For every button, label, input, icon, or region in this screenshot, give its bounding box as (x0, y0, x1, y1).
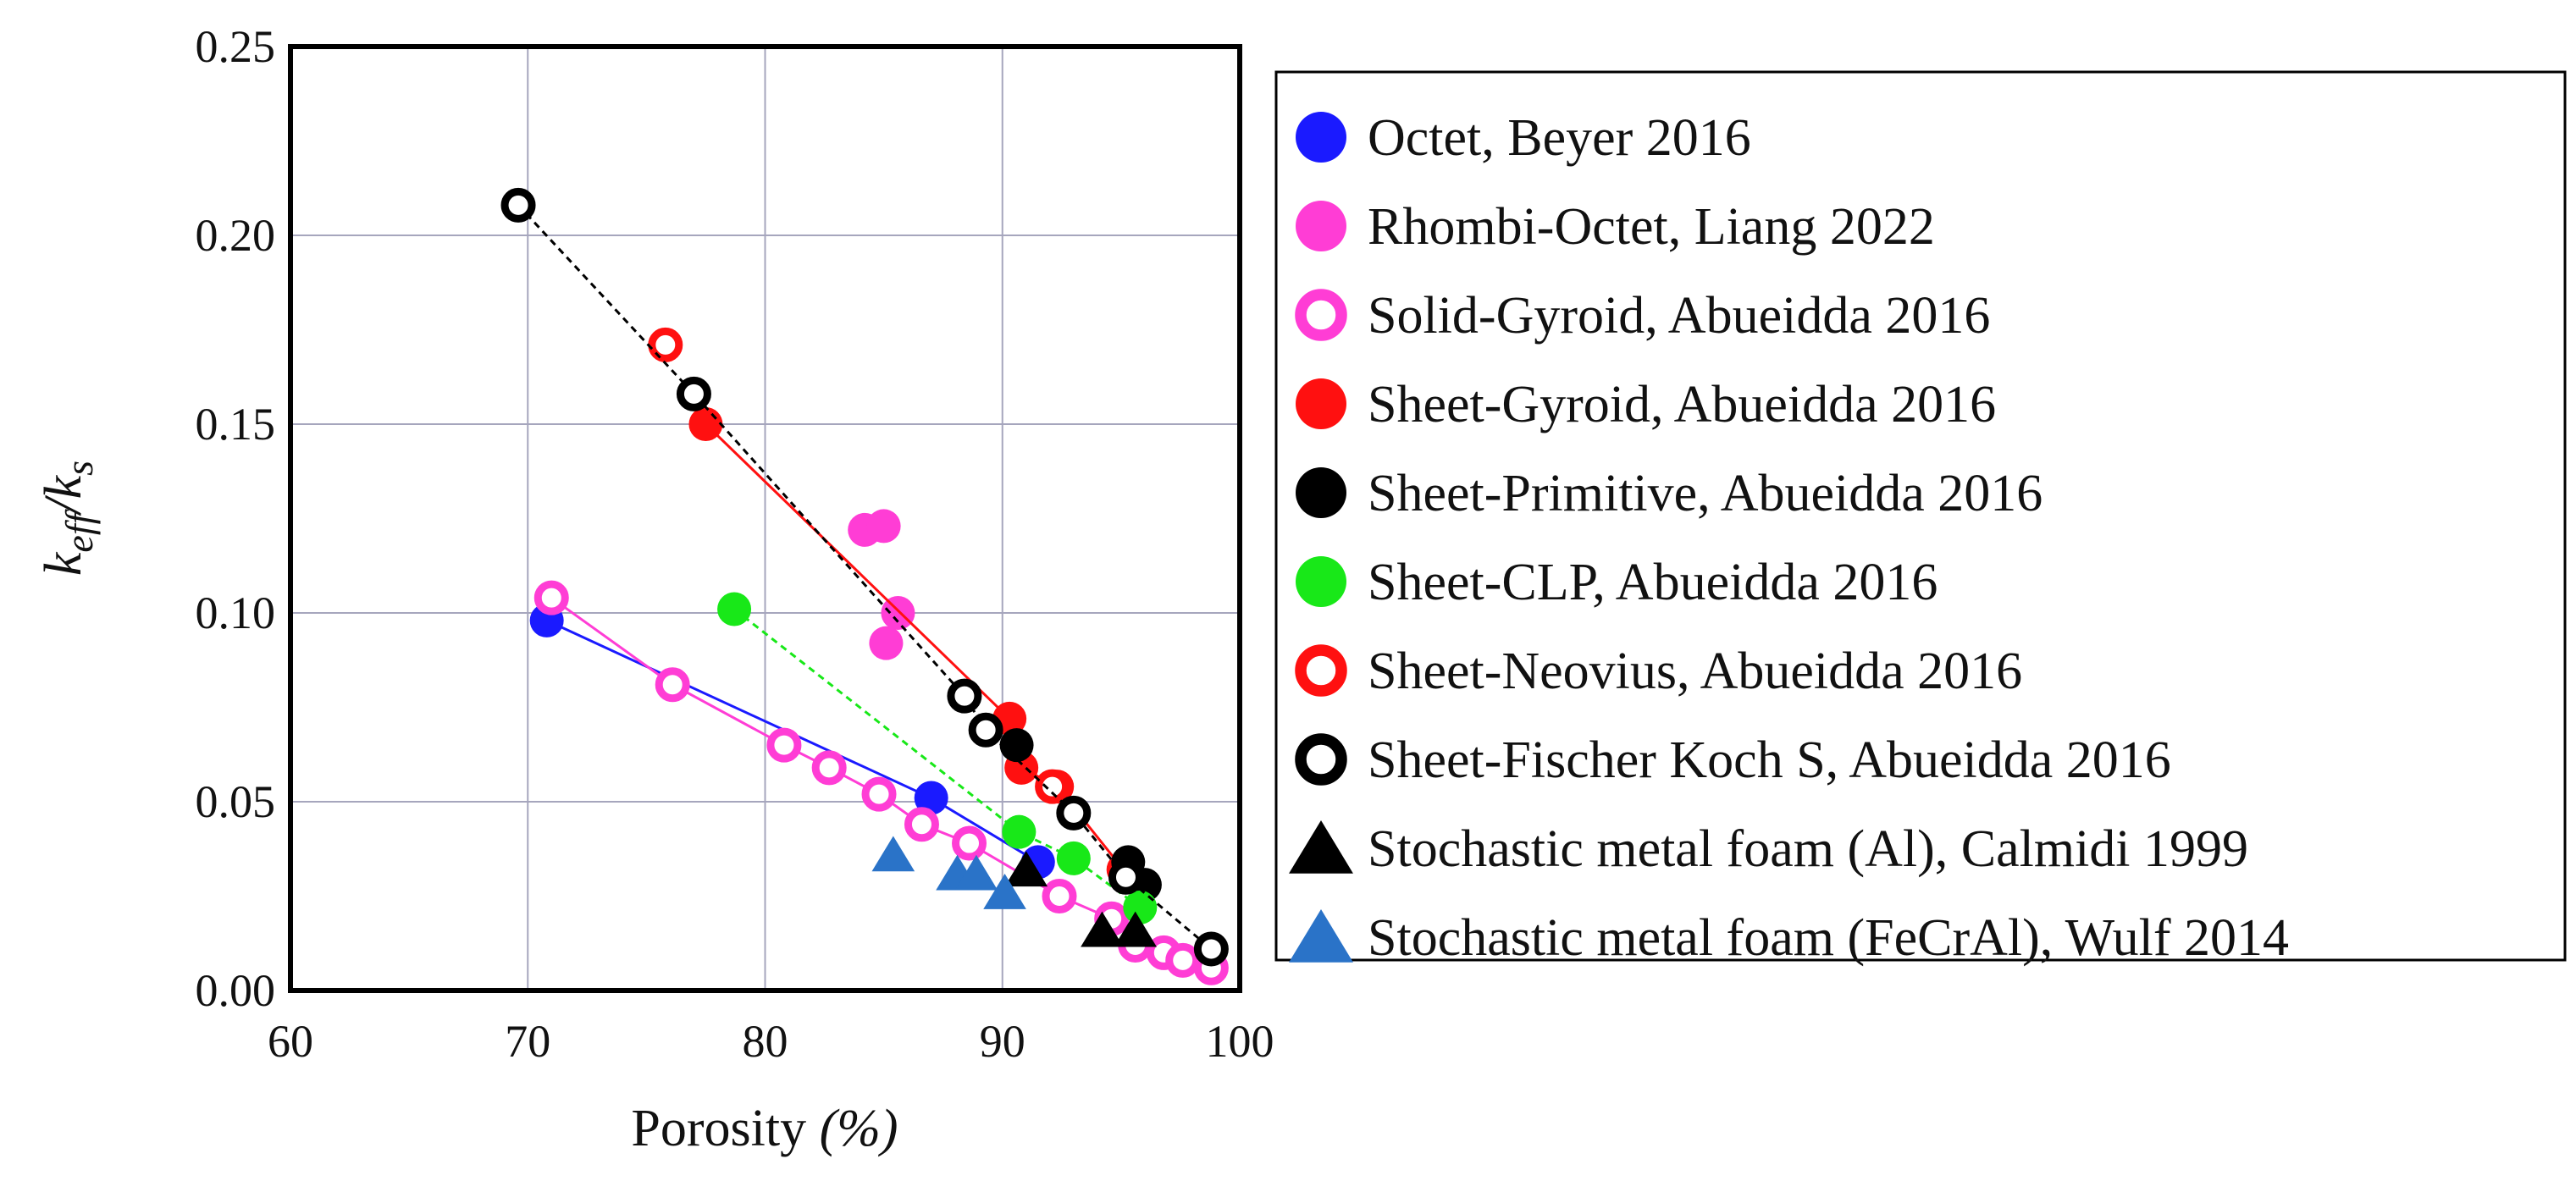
y-tick-label: 0.20 (196, 210, 276, 261)
tick-labels: 60 70 80 90 100 0.00 0.05 0.10 0.15 0.20 0.25 (196, 21, 1274, 1067)
data-point (999, 728, 1034, 763)
data-point (1165, 942, 1201, 978)
data-point (1123, 890, 1158, 924)
data-point (1042, 879, 1077, 913)
data-point (766, 727, 802, 763)
legend-label: Sheet-Primitive, Abueidda 2016 (1368, 465, 2043, 522)
x-tick-label: 70 (505, 1016, 550, 1067)
data-point (533, 580, 569, 615)
data-point (1004, 851, 1048, 887)
legend-marker (1295, 733, 1347, 786)
y-axis-title-k2: k (35, 474, 92, 499)
legend-marker (1295, 289, 1347, 341)
legend-marker (1296, 556, 1346, 607)
data-point (861, 776, 897, 812)
data-point (1056, 795, 1092, 831)
y-axis-title-k: k (35, 551, 92, 576)
data-point (717, 592, 752, 626)
data-point (869, 626, 904, 660)
y-tick-label: 0.15 (196, 399, 276, 450)
legend-marker (1296, 112, 1346, 163)
data-point (866, 509, 901, 544)
data-point (968, 712, 1003, 748)
y-axis-title: keff/ks (35, 461, 101, 576)
x-axis-title-unit: (%) (820, 1100, 898, 1157)
legend-label: Rhombi-Octet, Liang 2022 (1368, 198, 1935, 256)
series-6 (648, 327, 1070, 804)
series-layer (500, 187, 1229, 985)
x-axis-title-text: Porosity (631, 1100, 806, 1157)
y-tick-label: 0.05 (196, 776, 276, 827)
data-point (904, 807, 939, 842)
data-point (952, 825, 987, 861)
legend-label: Stochastic metal foam (FeCrAl), Wulf 201… (1368, 909, 2289, 967)
legend: Octet, Beyer 2016 Rhombi-Octet, Liang 202… (1289, 109, 2289, 967)
legend-box (1274, 70, 2567, 962)
data-point (983, 874, 1026, 909)
x-axis-title: Porosity (%) (631, 1100, 898, 1157)
data-point (655, 667, 690, 703)
data-point (1035, 769, 1070, 804)
y-axis-title-s: s (58, 461, 101, 476)
legend-marker (1296, 201, 1346, 251)
legend-label: Sheet-Neovius, Abueidda 2016 (1368, 643, 2022, 700)
legend-label: Sheet-Gyroid, Abueidda 2016 (1368, 376, 1996, 433)
y-axis-title-eff: eff (58, 508, 101, 552)
series-5 (717, 592, 1158, 924)
series-1 (848, 509, 915, 660)
data-point (954, 854, 998, 891)
plot-frame (288, 44, 1242, 993)
y-tick-label: 0.00 (196, 965, 276, 1016)
y-tick-label: 0.25 (196, 21, 276, 72)
series-line (733, 608, 1142, 909)
x-tick-label: 100 (1206, 1016, 1274, 1067)
data-point (1002, 814, 1036, 849)
data-point (947, 678, 982, 714)
data-point (648, 327, 683, 362)
legend-label: Octet, Beyer 2016 (1368, 109, 1751, 167)
data-point (1193, 931, 1229, 967)
legend-label: Sheet-CLP, Abueidda 2016 (1368, 554, 1938, 611)
data-point (811, 750, 847, 786)
data-point (1081, 911, 1124, 947)
data-point (500, 187, 536, 223)
data-point (881, 596, 915, 630)
legend-marker (1296, 378, 1346, 429)
y-tick-label: 0.10 (196, 588, 276, 638)
data-point (914, 781, 948, 815)
legend-marker (1296, 467, 1346, 518)
series-7 (500, 187, 1229, 967)
x-tick-label: 90 (980, 1016, 1025, 1067)
data-point (871, 836, 915, 872)
legend-marker (1289, 909, 1353, 963)
legend-label: Sheet-Fischer Koch S, Abueidda 2016 (1368, 731, 2171, 789)
series-9 (871, 836, 1026, 909)
series-8 (1004, 851, 1157, 947)
data-point (676, 376, 711, 411)
data-point (1056, 841, 1091, 875)
legend-marker (1295, 644, 1347, 697)
data-point (688, 407, 723, 441)
data-point (1108, 859, 1143, 895)
data-point (1114, 911, 1157, 947)
legend-marker (1289, 820, 1353, 874)
legend-label: Stochastic metal foam (Al), Calmidi 1999 (1368, 820, 2248, 878)
legend-label: Solid-Gyroid, Abueidda 2016 (1368, 287, 1990, 345)
x-tick-label: 80 (743, 1016, 788, 1067)
x-tick-label: 60 (268, 1016, 313, 1067)
